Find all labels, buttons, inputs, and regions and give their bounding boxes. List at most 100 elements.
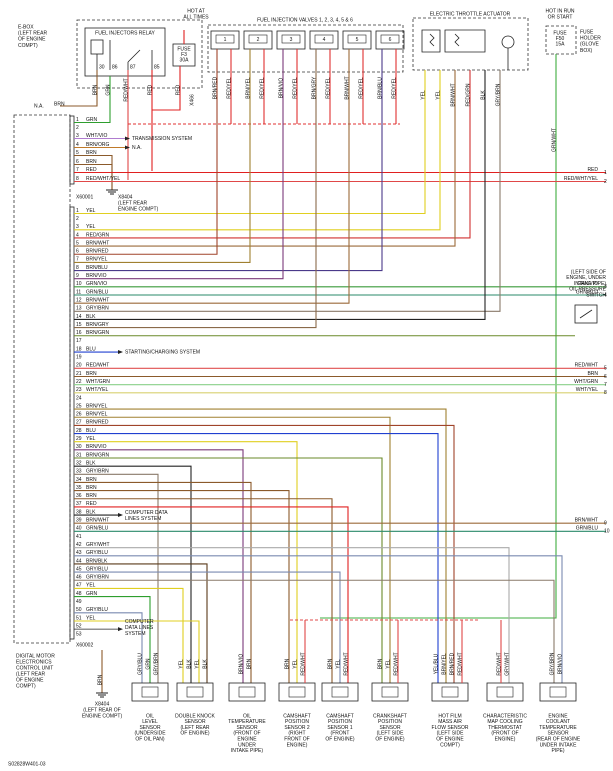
sensor-label: OF OIL PAN)	[135, 737, 165, 743]
sensor-label: MASS AIR	[438, 719, 462, 725]
arrow	[118, 350, 123, 355]
ebox-label: OF ENGINE	[18, 37, 46, 43]
wire	[74, 433, 439, 683]
arrow	[125, 136, 130, 141]
hot-run-label: HOT IN RUN	[545, 8, 574, 14]
sensor-core	[288, 686, 306, 698]
right-wire-label: BRN/WHT	[575, 518, 598, 524]
right-pin-number: 4	[604, 292, 607, 298]
pin-number: 7	[76, 257, 79, 263]
sensor-wire-label: RED/WHT	[343, 652, 349, 675]
reference-label: TRANSMISSION SYSTEM	[132, 136, 192, 142]
sensor-wire-label: GRY/BLU	[137, 653, 143, 675]
wire	[152, 66, 181, 111]
ground-symbol	[106, 189, 118, 195]
injector-core	[380, 34, 400, 44]
reference-label: COMPUTER	[125, 619, 154, 625]
sensor-label: CAMSHAFT	[283, 713, 311, 719]
injector-wire-label: BRN/RED	[212, 76, 218, 99]
pin-number: 44	[76, 558, 82, 564]
pin-wire-label: BRN	[86, 371, 97, 377]
pin-number: 30	[76, 444, 82, 450]
throttle-wire-label: RED/GRN	[465, 83, 471, 106]
injector	[342, 30, 372, 50]
pin-number: 1	[76, 208, 79, 214]
switch-contact	[579, 309, 593, 319]
throttle-outline	[412, 17, 529, 71]
wire	[74, 457, 383, 683]
pin-number: 17	[76, 338, 82, 344]
pin-number: 39	[76, 518, 82, 524]
reference-label: X8404	[95, 701, 110, 707]
fuse-label: FUSE	[553, 30, 567, 36]
wire	[74, 70, 501, 312]
sensor-label: OF ENGINE	[436, 737, 464, 743]
pin-number: 18	[76, 346, 82, 352]
na-wire-label: BRN	[54, 101, 65, 107]
wire	[74, 70, 441, 231]
ecu-label: COMPT)	[16, 683, 36, 689]
pin-wire-label: BRN	[86, 159, 97, 165]
wire	[320, 54, 557, 619]
pin-wire-label: BLK	[86, 460, 96, 466]
wire	[74, 76, 111, 124]
wire	[74, 49, 317, 329]
sensor-label: POSITION	[285, 719, 309, 725]
relay-wire-label: RED/WHT	[123, 78, 129, 101]
pin-wire-label: GRN/BLU	[86, 289, 109, 295]
right-pin-number: 8	[604, 390, 607, 396]
wire	[74, 547, 510, 683]
sensor-wire-label: YEL	[178, 659, 184, 669]
fuse-holder-label: (GLOVE	[580, 42, 600, 48]
wire	[74, 473, 159, 683]
pin-number: 47	[76, 583, 82, 589]
switch-label: (LEFT SIDE OF	[571, 269, 606, 275]
pin-number: 40	[76, 526, 82, 532]
connector-a	[69, 115, 75, 185]
wire	[74, 498, 333, 683]
throttle-wire-label: YEL	[435, 90, 441, 100]
pin-number: 48	[76, 591, 82, 597]
pin-wire-label: BRN/BLU	[86, 265, 108, 271]
wire	[74, 481, 252, 683]
connector-name: X60002	[76, 642, 93, 648]
injector-wire-label: RED/YEL	[292, 77, 298, 99]
pin-wire-label: BRN/YEL	[86, 403, 108, 409]
right-pin-number: 3	[604, 284, 607, 290]
pin-wire-label: GRY/BRN	[86, 306, 109, 312]
injector-wire-label: RED/YEL	[391, 77, 397, 99]
relay-wire-label: BRN	[92, 84, 98, 95]
hot-run-label: OR START	[548, 15, 573, 21]
pin-number: 52	[76, 623, 82, 629]
pin-wire-label: RED	[86, 167, 97, 173]
wire	[74, 70, 486, 320]
sensor-label: UNDER INTAKE	[540, 742, 578, 748]
pin-number: 21	[76, 371, 82, 377]
right-wire-label: RED/WHT/YEL	[564, 176, 598, 182]
pin-number: 7	[76, 167, 79, 173]
right-wire-label: BRN	[587, 371, 598, 377]
sensor-wire-label: GRN	[145, 658, 151, 670]
wire	[74, 408, 447, 683]
sensor-core	[331, 686, 349, 698]
sensor-label: SENSOR 1	[327, 725, 353, 731]
injector-number: 2	[257, 37, 260, 43]
injector-core	[314, 34, 334, 44]
relay-box	[84, 27, 166, 77]
right-wire-label: RED	[587, 167, 598, 173]
sensor-label: PIPE)	[551, 748, 564, 754]
pin-number: 3	[76, 133, 79, 139]
pin-number: 41	[76, 534, 82, 540]
pin-number: 4	[76, 142, 79, 148]
pin-wire-label: YEL	[86, 615, 96, 621]
oil-pressure-switch	[574, 304, 598, 324]
pin-wire-label: RED/WHT	[86, 363, 109, 369]
throttle-wire-label: BLK	[480, 90, 486, 100]
pin-number: 5	[76, 240, 79, 246]
sensor-label: (UNDERSIDE	[134, 731, 166, 737]
pin-wire-label: BLK	[86, 314, 96, 320]
right-wire-label: GRN/BLU	[576, 526, 599, 532]
pin-wire-label: RED/GRN	[86, 232, 109, 238]
sensor-wire-label: GRY/WHT	[504, 652, 510, 676]
